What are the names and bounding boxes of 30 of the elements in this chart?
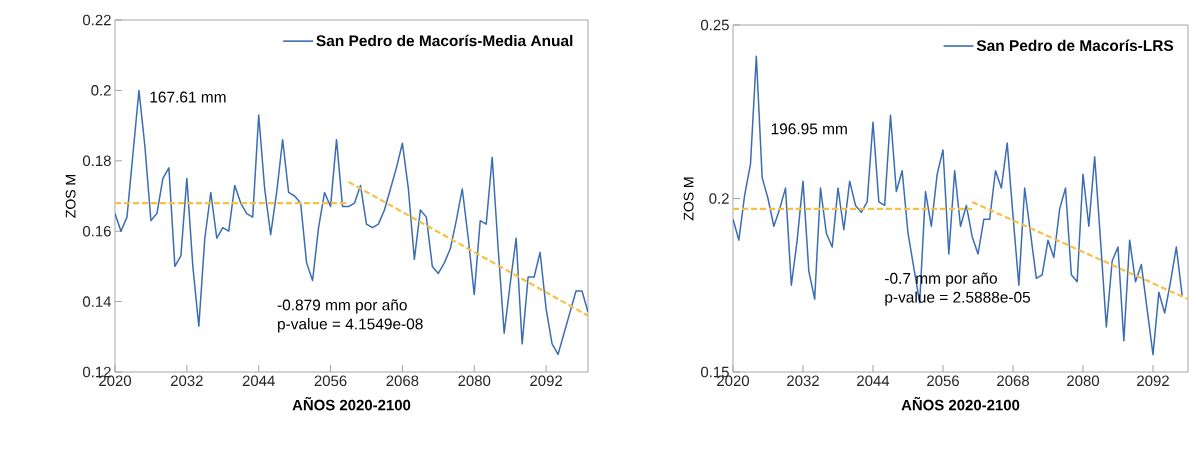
x-axis-title: AÑOS 2020-2100 bbox=[292, 396, 411, 411]
x-tick-label: 2080 bbox=[458, 375, 491, 387]
y-tick-label: 0.2 bbox=[91, 85, 111, 96]
legend-label: San Pedro de Macorís-Media Anual bbox=[316, 34, 573, 47]
x-axis-title: AÑOS 2020-2100 bbox=[901, 396, 1020, 411]
y-tick-label: 0.22 bbox=[82, 14, 111, 26]
y-tick-label: 0.18 bbox=[82, 155, 111, 167]
annotation: 196.95 mm bbox=[771, 123, 847, 135]
x-tick-label: 2068 bbox=[386, 375, 419, 387]
x-tick-label: 2092 bbox=[1137, 375, 1169, 387]
x-tick-label: 2032 bbox=[787, 375, 819, 387]
x-tick-label: 2032 bbox=[170, 375, 203, 387]
y-tick-label: 0.14 bbox=[82, 296, 112, 307]
x-tick-label: 2044 bbox=[857, 375, 890, 387]
annotation: -0.879 mm por año bbox=[277, 299, 407, 314]
y-tick-label: 0.16 bbox=[82, 225, 111, 237]
y-axis-title: ZOS M bbox=[65, 175, 76, 218]
x-tick-label: 2068 bbox=[997, 375, 1029, 387]
x-tick-label: 2092 bbox=[530, 375, 562, 387]
x-tick-label: 2056 bbox=[927, 375, 959, 387]
x-tick-label: 2044 bbox=[242, 375, 275, 387]
annotation: p-value = 4.1549e-08 bbox=[278, 318, 423, 333]
x-tick-label: 2080 bbox=[1067, 375, 1100, 387]
annotation: 167.61 mm bbox=[150, 91, 226, 103]
x-tick-label: 2056 bbox=[314, 375, 347, 387]
y-tick-label: 0.25 bbox=[700, 19, 729, 31]
legend-label: San Pedro de Macorís-LRS bbox=[976, 39, 1174, 52]
y-tick-label: 0.2 bbox=[709, 193, 729, 204]
line-series bbox=[115, 89, 588, 356]
y-axis-title: ZOS M bbox=[683, 177, 694, 221]
